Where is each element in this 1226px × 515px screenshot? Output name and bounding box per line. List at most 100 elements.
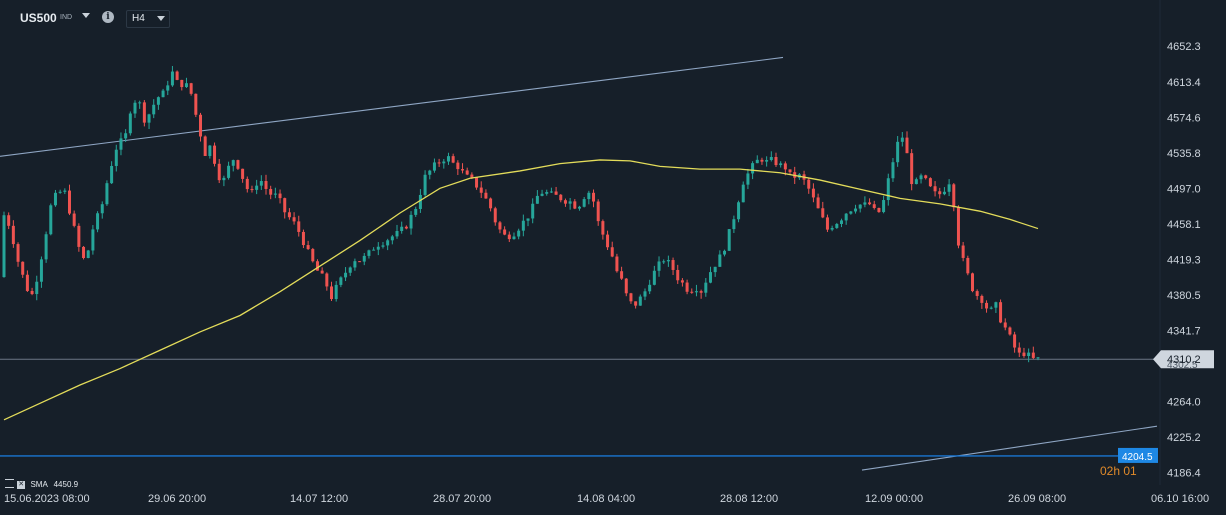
- candle-body: [531, 203, 535, 219]
- current-price-label: 4310.2: [1167, 354, 1201, 366]
- candle-body: [339, 277, 343, 285]
- candle-body: [358, 261, 362, 263]
- candle-body: [559, 194, 563, 201]
- candle-body: [110, 165, 114, 184]
- candle-body: [470, 174, 474, 178]
- candle-body: [769, 157, 773, 161]
- candle-body: [189, 83, 193, 94]
- candle-body: [82, 246, 86, 258]
- candle-body: [142, 102, 146, 123]
- timeframe-selector[interactable]: H4: [126, 10, 170, 28]
- candle-body: [718, 254, 722, 267]
- candle-body: [685, 282, 689, 292]
- candle-body: [241, 168, 245, 179]
- candle-body: [138, 102, 142, 104]
- candle-body: [563, 200, 567, 204]
- candle-body: [1022, 352, 1026, 357]
- candle-body: [39, 259, 43, 282]
- candle-body: [199, 114, 203, 137]
- close-icon[interactable]: ✕: [17, 481, 26, 489]
- candle-body: [835, 223, 839, 228]
- candle-body: [96, 213, 100, 230]
- candle-body: [919, 175, 923, 180]
- candle-body: [620, 271, 624, 279]
- candle-body: [21, 261, 25, 275]
- indicator-legend: ✕ SMA 4450.9: [5, 478, 78, 490]
- candle-body: [680, 280, 684, 283]
- candle-body: [765, 160, 769, 162]
- symbol-name[interactable]: US500: [20, 11, 57, 25]
- candle-body: [273, 193, 277, 195]
- candle-body: [849, 211, 853, 214]
- x-tick-label: 15.06.2023 08:00: [4, 493, 90, 505]
- candle-body: [320, 270, 324, 274]
- y-tick-label: 4613.4: [1167, 77, 1201, 89]
- level-price-label: 4204.5: [1122, 452, 1153, 463]
- candle-body: [390, 236, 394, 241]
- candle-body: [147, 114, 151, 123]
- candle-body: [942, 191, 946, 195]
- candle-body: [540, 193, 544, 196]
- candle-body: [77, 225, 81, 247]
- candle-body: [250, 189, 254, 191]
- candle-body: [152, 104, 156, 115]
- candle-body: [825, 217, 829, 230]
- candle-body: [966, 257, 970, 274]
- timeframe-label: H4: [132, 13, 145, 24]
- candle-body: [184, 83, 188, 88]
- x-tick-label: 28.07 20:00: [433, 493, 491, 505]
- candle-body: [994, 302, 998, 308]
- candle-body: [671, 260, 675, 270]
- candle-body: [886, 178, 890, 201]
- candle-body: [526, 218, 530, 221]
- y-tick-label: 4186.4: [1167, 467, 1201, 479]
- candle-body: [395, 231, 399, 237]
- candle-body: [30, 290, 34, 295]
- info-icon[interactable]: i: [102, 11, 114, 23]
- candle-body: [900, 137, 904, 142]
- candle-body: [587, 192, 591, 200]
- candle-body: [170, 71, 174, 86]
- candle-body: [1036, 357, 1040, 359]
- trendline: [861, 425, 1158, 471]
- x-tick-label: 06.10 16:00: [1151, 493, 1209, 505]
- current-price-tag: [1153, 350, 1214, 369]
- candle-body: [657, 261, 661, 271]
- candle-body: [222, 177, 226, 181]
- current-price-hidden-label: 4302.5: [1167, 360, 1198, 371]
- candle-body: [863, 202, 867, 205]
- candle-body: [311, 249, 315, 262]
- indicator-settings-icon[interactable]: [5, 479, 14, 488]
- candle-body: [938, 191, 942, 195]
- y-tick-label: 4264.0: [1167, 396, 1201, 408]
- candle-body: [386, 240, 390, 246]
- symbol-dropdown-icon[interactable]: [82, 13, 90, 18]
- candle-body: [924, 175, 928, 179]
- candle-body: [105, 183, 109, 205]
- candle-body: [952, 184, 956, 208]
- candle-body: [592, 192, 596, 202]
- y-tick-label: 4574.6: [1167, 112, 1201, 124]
- candle-body: [35, 281, 39, 295]
- candle-body: [554, 191, 558, 195]
- candle-body: [568, 201, 572, 204]
- candle-body: [877, 207, 881, 213]
- candle-body: [156, 97, 160, 105]
- candle-body: [1017, 347, 1021, 353]
- candle-body: [577, 206, 581, 209]
- candle-body: [708, 272, 712, 283]
- candle-body: [872, 204, 876, 208]
- candle-body: [484, 192, 488, 199]
- candle-body: [334, 284, 338, 300]
- candle-body: [479, 187, 483, 193]
- candle-body: [811, 188, 815, 198]
- candle-body: [868, 202, 872, 205]
- y-tick-label: 4497.0: [1167, 183, 1201, 195]
- candle-body: [264, 181, 268, 189]
- candle-body: [428, 170, 432, 175]
- candle-body: [86, 250, 90, 258]
- candle-body: [816, 197, 820, 209]
- chart-toolbar: US500 IND i H4: [0, 0, 300, 36]
- candle-body: [503, 229, 507, 235]
